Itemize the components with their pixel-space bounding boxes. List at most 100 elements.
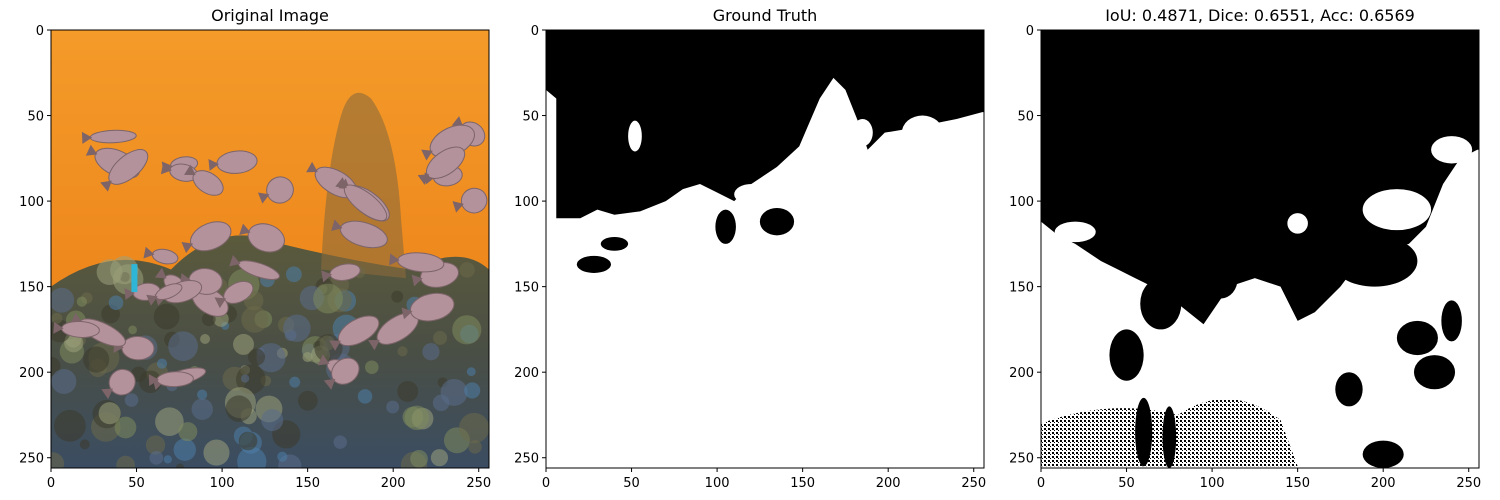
panel-1-frame [50, 29, 490, 469]
y-tick-label: 0 [1026, 24, 1034, 39]
panel-ground-truth: Ground Truth 0 50 100 150 200 250050100150200… [514, 6, 986, 491]
coral-blob [153, 303, 180, 330]
coral-blob [124, 393, 139, 407]
mask-island [1362, 189, 1432, 231]
panel-prediction: IoU: 0.4871, Dice: 0.6551, Acc: 0.6569 0… [1009, 6, 1481, 491]
x-tick-label: 100 [210, 476, 235, 491]
x-tick-label: 250 [466, 476, 491, 491]
coral-blob [365, 360, 379, 374]
coral-blob [200, 334, 210, 344]
mask-hole [1441, 300, 1462, 342]
coral-blob [452, 315, 482, 345]
x-tick-label: 100 [705, 476, 730, 491]
fish [143, 246, 179, 265]
coral-blob [178, 422, 198, 442]
coral-blob [397, 346, 408, 357]
mask-hole [1331, 235, 1418, 287]
y-tick-label: 150 [19, 281, 44, 296]
mask-hole [715, 209, 736, 244]
ground-truth-mask [546, 30, 984, 468]
coral-blob [233, 333, 254, 355]
coral-blob [432, 394, 450, 412]
x-tick-label: 200 [1371, 476, 1396, 491]
mask-hole [1109, 329, 1144, 381]
coral-blob [51, 452, 65, 468]
mask-hole [1135, 397, 1153, 467]
y-tick-label: 100 [1009, 195, 1034, 210]
fish [113, 336, 155, 361]
mask-hole [1362, 440, 1404, 468]
coral-blob [191, 398, 213, 420]
coral-blob [466, 367, 476, 377]
coral-blob [225, 395, 253, 422]
mask-island [1431, 136, 1473, 164]
fish [81, 129, 137, 144]
coral-blob [51, 287, 75, 313]
panel-2-frame [545, 29, 985, 469]
coral-blob [261, 409, 284, 432]
mask-hole [1413, 355, 1456, 390]
x-tick-label: 50 [128, 476, 145, 491]
coral-blob [240, 374, 250, 383]
coral-blob [391, 290, 404, 303]
panel-3-frame [1040, 29, 1480, 469]
coral-blob [313, 283, 344, 314]
coral-blob [468, 440, 482, 454]
mask-hole [600, 237, 629, 251]
coral-blob [236, 364, 266, 395]
coral-blob [283, 314, 311, 342]
fish [321, 263, 361, 283]
coral-blob [128, 325, 137, 335]
coral-blob [404, 405, 430, 431]
x-tick-label: 200 [876, 476, 901, 491]
mask-island [734, 183, 769, 205]
coral-blob [83, 346, 110, 373]
original-image [51, 30, 489, 468]
mask-foreground [1041, 149, 1479, 468]
mask-foreground [546, 77, 984, 468]
fish [214, 280, 254, 309]
y-tick-label: 100 [19, 195, 44, 210]
fish [401, 292, 455, 322]
mask-hole [1396, 320, 1438, 356]
fish [184, 164, 224, 196]
fish [452, 187, 488, 214]
coral-blob [256, 343, 286, 373]
y-tick-label: 250 [1009, 452, 1034, 467]
panel-3-title: IoU: 0.4871, Dice: 0.6551, Acc: 0.6569 [1105, 6, 1415, 25]
coral-blob [357, 389, 373, 404]
fish [146, 283, 183, 306]
fish-school [53, 116, 488, 400]
coral-blob [397, 380, 419, 402]
y-tick-label: 200 [1009, 366, 1034, 381]
mask-island [901, 115, 943, 150]
prediction-mask [1041, 30, 1479, 468]
fish [208, 150, 258, 174]
y-tick-label: 250 [514, 452, 539, 467]
coral-blob [203, 439, 230, 466]
mask-island [1287, 213, 1308, 234]
coral-blob [333, 435, 347, 449]
coral-blob [145, 435, 166, 455]
coral-blob [96, 259, 123, 286]
mask-hole [1283, 226, 1312, 261]
coral-blob [54, 409, 86, 442]
y-tick-label: 0 [36, 24, 44, 39]
y-tick-label: 50 [522, 110, 539, 125]
coral-blob [459, 262, 475, 278]
fish [257, 176, 294, 204]
coral-blob [51, 368, 77, 394]
x-tick-label: 250 [961, 476, 986, 491]
coral-blob [238, 431, 258, 451]
coral-blob [79, 439, 90, 450]
coral-blob [241, 306, 269, 333]
mask-hole [1140, 278, 1182, 330]
coral-blob [116, 455, 135, 468]
x-tick-label: 100 [1200, 476, 1225, 491]
coral-blob [410, 450, 428, 468]
panel-original-image: Original Image 0 50 100 150 200 2500501001502… [19, 6, 491, 491]
coral-blob [458, 412, 489, 444]
